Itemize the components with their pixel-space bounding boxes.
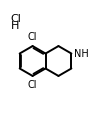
Text: NH: NH [74, 49, 88, 59]
Text: Cl: Cl [28, 80, 37, 90]
Text: Cl: Cl [11, 14, 22, 24]
Text: Cl: Cl [28, 32, 37, 42]
Text: H: H [11, 21, 19, 31]
